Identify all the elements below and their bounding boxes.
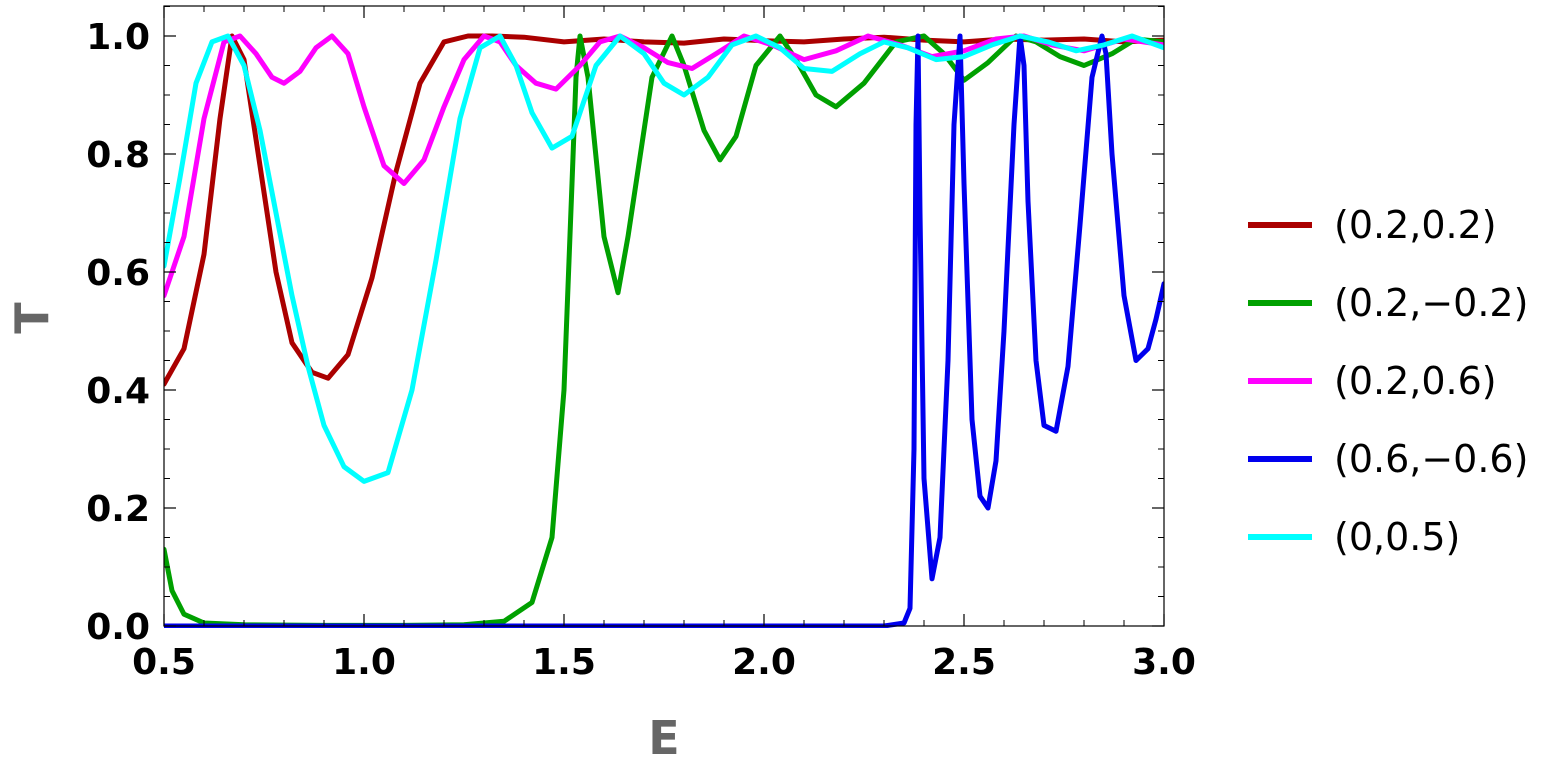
series-line-4	[164, 33, 1164, 484]
y-tick-label: 0.2	[86, 489, 150, 530]
legend-label-4: (0,0.5)	[1334, 515, 1460, 559]
y-tick-label: 1.0	[86, 17, 150, 58]
y-tick-label: 0.6	[86, 253, 150, 294]
legend-label-0: (0.2,0.2)	[1334, 203, 1497, 247]
series-line-3	[164, 33, 1164, 628]
series-line-0	[164, 33, 1164, 387]
y-tick-label: 0.8	[86, 135, 150, 176]
x-tick-label: 0.5	[132, 642, 196, 683]
x-tick-label: 1.0	[332, 642, 396, 683]
legend-label-3: (0.6,−0.6)	[1334, 437, 1528, 481]
x-tick-label: 2.5	[932, 642, 996, 683]
x-axis-title: E	[648, 711, 679, 765]
x-tick-label: 2.0	[732, 642, 796, 683]
axes: 0.5 1.0 1.5 2.0 2.5 3.0 0.0 0.2 0.4 0.6 0.8 1.0	[86, 5, 1196, 683]
x-tick-label: 1.5	[532, 642, 596, 683]
plot-area	[164, 33, 1164, 628]
y-tick-label: 0.4	[86, 371, 150, 412]
y-tick-label: 0.0	[86, 607, 150, 648]
legend-label-1: (0.2,−0.2)	[1334, 281, 1528, 325]
legend-label-2: (0.2,0.6)	[1334, 359, 1497, 403]
plot-frame	[163, 5, 1165, 627]
y-axis-title: T	[5, 302, 59, 334]
x-tick-label: 3.0	[1132, 642, 1196, 683]
legend: (0.2,0.2) (0.2,−0.2) (0.2,0.6) (0.6,−0.6) (0…	[1248, 203, 1528, 559]
